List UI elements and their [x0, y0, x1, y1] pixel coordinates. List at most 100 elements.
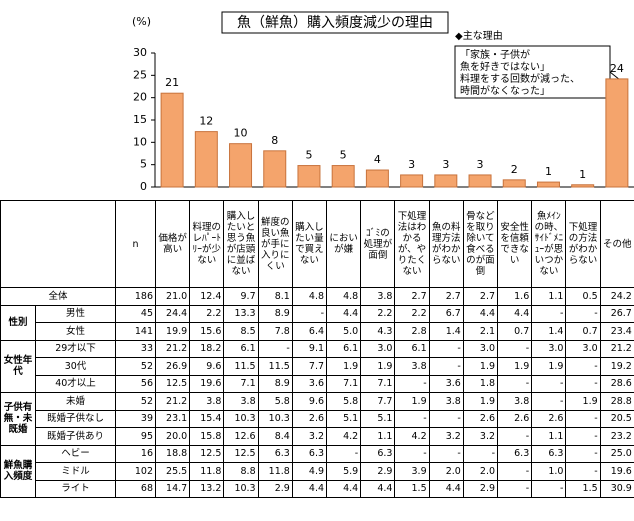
bar	[331, 165, 355, 188]
cell: 4.4	[497, 304, 533, 323]
group-label: 性別	[0, 304, 36, 341]
cell: -	[497, 339, 533, 358]
cell: 2.7	[394, 287, 430, 306]
cell: -	[531, 392, 567, 411]
column-header: 安全性を信頼できない	[497, 200, 533, 288]
chart: 魚（鮮魚）購入頻度減少の理由 (%) ◆主な理由 051015202530211…	[132, 11, 634, 193]
cell: 1.9	[360, 357, 396, 376]
cell: 12.6	[223, 427, 259, 446]
cell: 6.1	[223, 339, 259, 358]
cell: 2.9	[462, 479, 499, 498]
cell: -	[565, 409, 601, 428]
cell: 0.7	[565, 322, 601, 341]
cell: 1.1	[531, 287, 567, 306]
table-row: 40才以上 56 12.5 19.6 7.1 8.9 3.6 7.1 7.1-3.6 1.8- - -…	[1, 374, 634, 393]
y-axis-label: (%)	[132, 15, 151, 28]
annotation-line: 時間がなくなった」	[460, 84, 550, 97]
cell: 1.8	[462, 374, 499, 393]
cell: 3.2	[291, 427, 328, 446]
row-label: 男性	[35, 304, 116, 323]
value-label: 12	[199, 115, 213, 128]
cell: 3.0	[462, 339, 499, 358]
column-header: その他	[599, 200, 634, 288]
y-tick-label: 20	[133, 91, 147, 104]
cell: 8.9	[257, 374, 293, 393]
table-row: 30代 52 26.9 9.6 11.5 11.5 7.7 1.9 1.9 3.8-1.9 1.9 1…	[1, 357, 634, 376]
cell: 6.4	[291, 322, 328, 341]
cell: 2.1	[462, 322, 499, 341]
value-label: 1	[545, 165, 552, 178]
cell: 1.9	[394, 392, 430, 411]
value-label: 3	[442, 158, 449, 171]
cell: 11.8	[189, 462, 225, 481]
cell: 30.9	[599, 479, 634, 498]
value-label: 4	[374, 153, 381, 166]
cell: 2.2	[189, 304, 225, 323]
cell: 5.0	[326, 322, 362, 341]
y-tick-label: 15	[133, 113, 147, 126]
cell: 7.1	[360, 374, 396, 393]
cell: 23.4	[599, 322, 634, 341]
cell: 2.2	[394, 304, 430, 323]
cell: 5.9	[326, 462, 362, 481]
cell: 5.1	[360, 409, 396, 428]
bar	[571, 184, 595, 188]
cell: 3.8	[189, 392, 225, 411]
column-header: 魚ﾒｲﾝの時、ｻｲﾄﾞﾒﾆｭｰが思いつかない	[531, 200, 567, 288]
value-label: 2	[511, 163, 518, 176]
cell: -	[497, 427, 533, 446]
table-row: 既婚子供あり 95 20.0 15.8 12.6 8.4 3.2 4.2 1.1 4.2 3.2 3.…	[1, 427, 634, 446]
table-row: 性別 男性 45 24.4 2.2 13.3 8.9-4.4 2.2 2.2 6.7 4.4 4.4-…	[0, 304, 634, 341]
cell: 2.9	[257, 479, 293, 498]
y-tick-label: 10	[133, 135, 147, 148]
table-row: 全体 186 21.0 12.4 9.7 8.1 4.8 4.8 3.8 2.7 2.7 2.7 1.6…	[0, 287, 634, 306]
cell: 12.5	[189, 444, 225, 463]
y-tick-label: 30	[133, 46, 147, 59]
cell: -	[394, 409, 430, 428]
cell: 6.3	[257, 444, 293, 463]
cell: 6.7	[428, 304, 464, 323]
cell: 1.5	[394, 479, 430, 498]
cell: 15.6	[189, 322, 225, 341]
cell: 11.8	[257, 462, 293, 481]
cell: 7.8	[257, 322, 293, 341]
cell: 1.6	[497, 287, 533, 306]
row-label: 既婚子供なし	[35, 409, 116, 428]
cell: 3.6	[428, 374, 464, 393]
row-label: 既婚子供あり	[35, 427, 116, 446]
cell: 4.4	[360, 479, 396, 498]
column-header: 料理のレﾊﾟｰﾄﾘｰが少ない	[189, 200, 225, 288]
cell: 11.5	[223, 357, 259, 376]
table-row: 既婚子供なし 39 23.1 15.4 10.3 10.3 2.6 5.1 5.1- -2.6 2.…	[1, 409, 634, 428]
cell: 2.2	[360, 304, 396, 323]
cell: 1.4	[428, 322, 464, 341]
cell: -	[497, 374, 533, 393]
cell: 26.9	[154, 357, 191, 376]
value-label: 3	[477, 158, 484, 171]
cell: 6.3	[360, 444, 396, 463]
n-header: n	[115, 200, 156, 288]
cell: 5.8	[257, 392, 293, 411]
cell: 1.5	[565, 479, 601, 498]
cell: 9.6	[189, 357, 225, 376]
bar	[160, 92, 184, 188]
cell: -	[565, 444, 601, 463]
value-label: 10	[234, 127, 248, 140]
bar	[263, 150, 287, 188]
cell: -	[394, 444, 430, 463]
cell: 21.2	[154, 392, 191, 411]
cell: 7.1	[326, 374, 362, 393]
cell: -	[531, 374, 567, 393]
group-label: 女性年代	[0, 339, 36, 393]
cell: 2.8	[394, 322, 430, 341]
cell: 8.8	[223, 462, 259, 481]
row-label: 40才以上	[35, 374, 116, 393]
cell: 24.4	[154, 304, 191, 323]
y-tick-label: 0	[140, 180, 147, 193]
cell: 13.2	[189, 479, 225, 498]
column-header: 下処理法はわかるが、やりたくない	[394, 200, 430, 288]
cell: 23.1	[154, 409, 191, 428]
cell: 5.8	[326, 392, 362, 411]
cell: 1.9	[326, 357, 362, 376]
bar	[605, 78, 629, 188]
